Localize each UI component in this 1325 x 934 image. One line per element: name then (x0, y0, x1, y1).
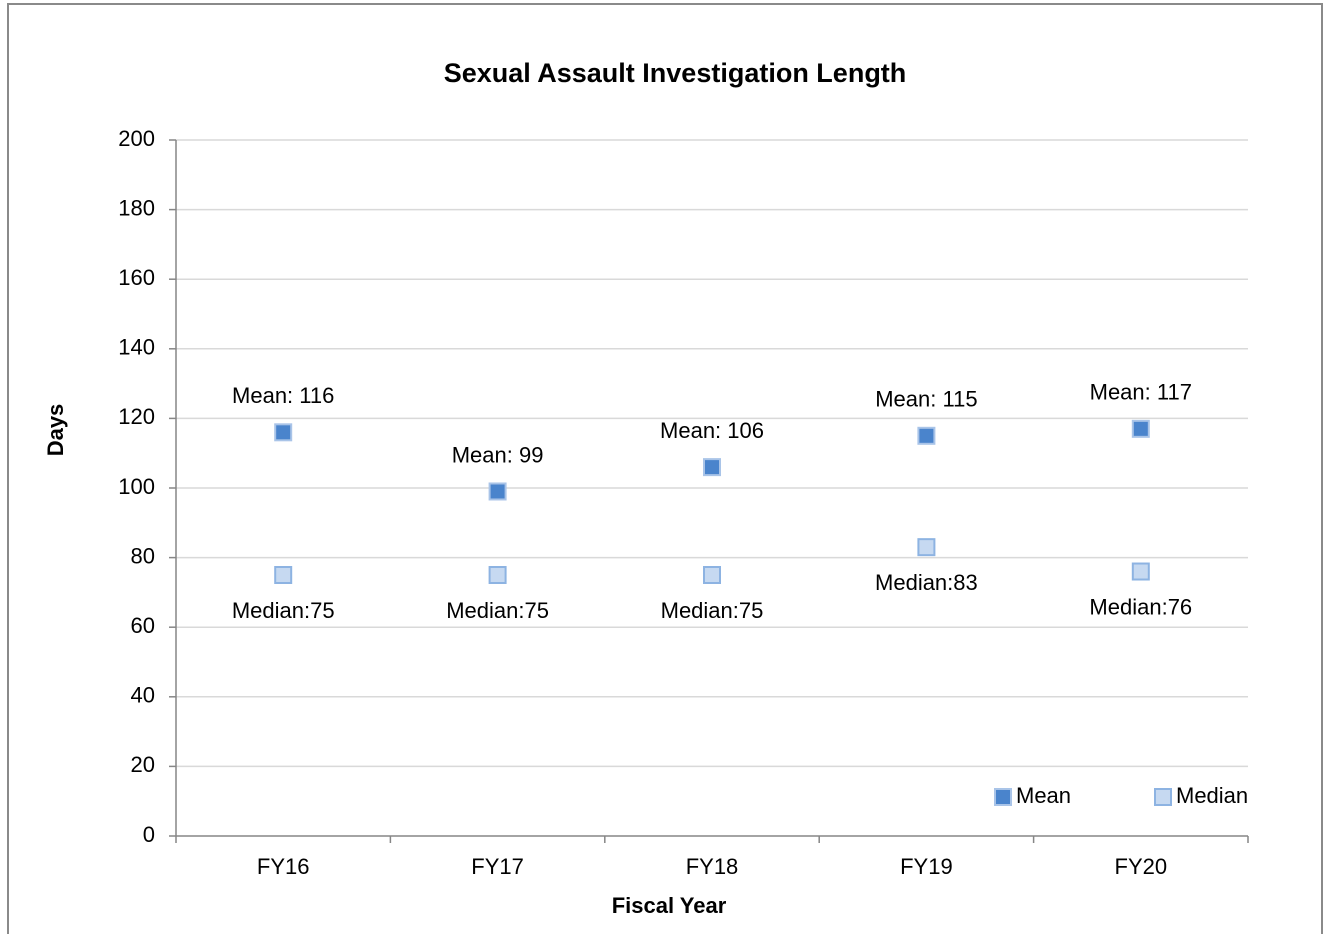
legend-label: Median (1176, 783, 1248, 808)
data-label: Mean: 106 (660, 418, 764, 443)
x-tick-label: FY18 (686, 854, 739, 879)
chart-frame (7, 3, 1323, 934)
data-label: Median:75 (232, 598, 335, 623)
y-tick-label: 200 (118, 126, 155, 151)
marker (274, 423, 293, 442)
x-axis-title: Fiscal Year (612, 893, 727, 918)
chart-title: Sexual Assault Investigation Length (444, 58, 907, 88)
y-tick-label: 160 (118, 265, 155, 290)
marker (703, 458, 721, 477)
y-tick-label: 20 (131, 752, 155, 777)
legend-marker (994, 788, 1012, 806)
y-tick-label: 180 (118, 195, 155, 220)
data-label: Mean: 117 (1090, 380, 1192, 405)
x-tick-label: FY20 (1115, 854, 1168, 879)
marker (274, 566, 293, 584)
data-label: Median:75 (446, 598, 549, 623)
y-tick-label: 60 (131, 613, 155, 638)
x-tick-label: FY19 (900, 854, 953, 879)
marker (1131, 562, 1150, 581)
data-label: Median:83 (875, 570, 978, 595)
marker (917, 538, 936, 557)
data-label: Mean: 99 (452, 442, 544, 467)
marker (1131, 419, 1150, 438)
y-tick-label: 0 (143, 822, 155, 847)
x-tick-label: FY16 (257, 854, 310, 879)
data-label: Median:76 (1089, 594, 1192, 619)
y-tick-label: 140 (118, 335, 155, 360)
data-label: Mean: 115 (875, 387, 977, 412)
legend-label: Mean (1016, 783, 1071, 808)
data-label: Median:75 (661, 598, 764, 623)
marker (917, 426, 936, 445)
y-tick-label: 120 (118, 404, 155, 429)
y-tick-label: 40 (131, 683, 155, 708)
marker (703, 566, 721, 584)
y-axis-title: Days (43, 404, 68, 457)
marker (488, 482, 507, 501)
y-tick-label: 80 (131, 543, 155, 568)
x-tick-label: FY17 (471, 854, 524, 879)
y-tick-label: 100 (118, 474, 155, 499)
legend-marker (1154, 788, 1172, 806)
marker (488, 566, 507, 584)
data-label: Mean: 116 (232, 383, 334, 408)
